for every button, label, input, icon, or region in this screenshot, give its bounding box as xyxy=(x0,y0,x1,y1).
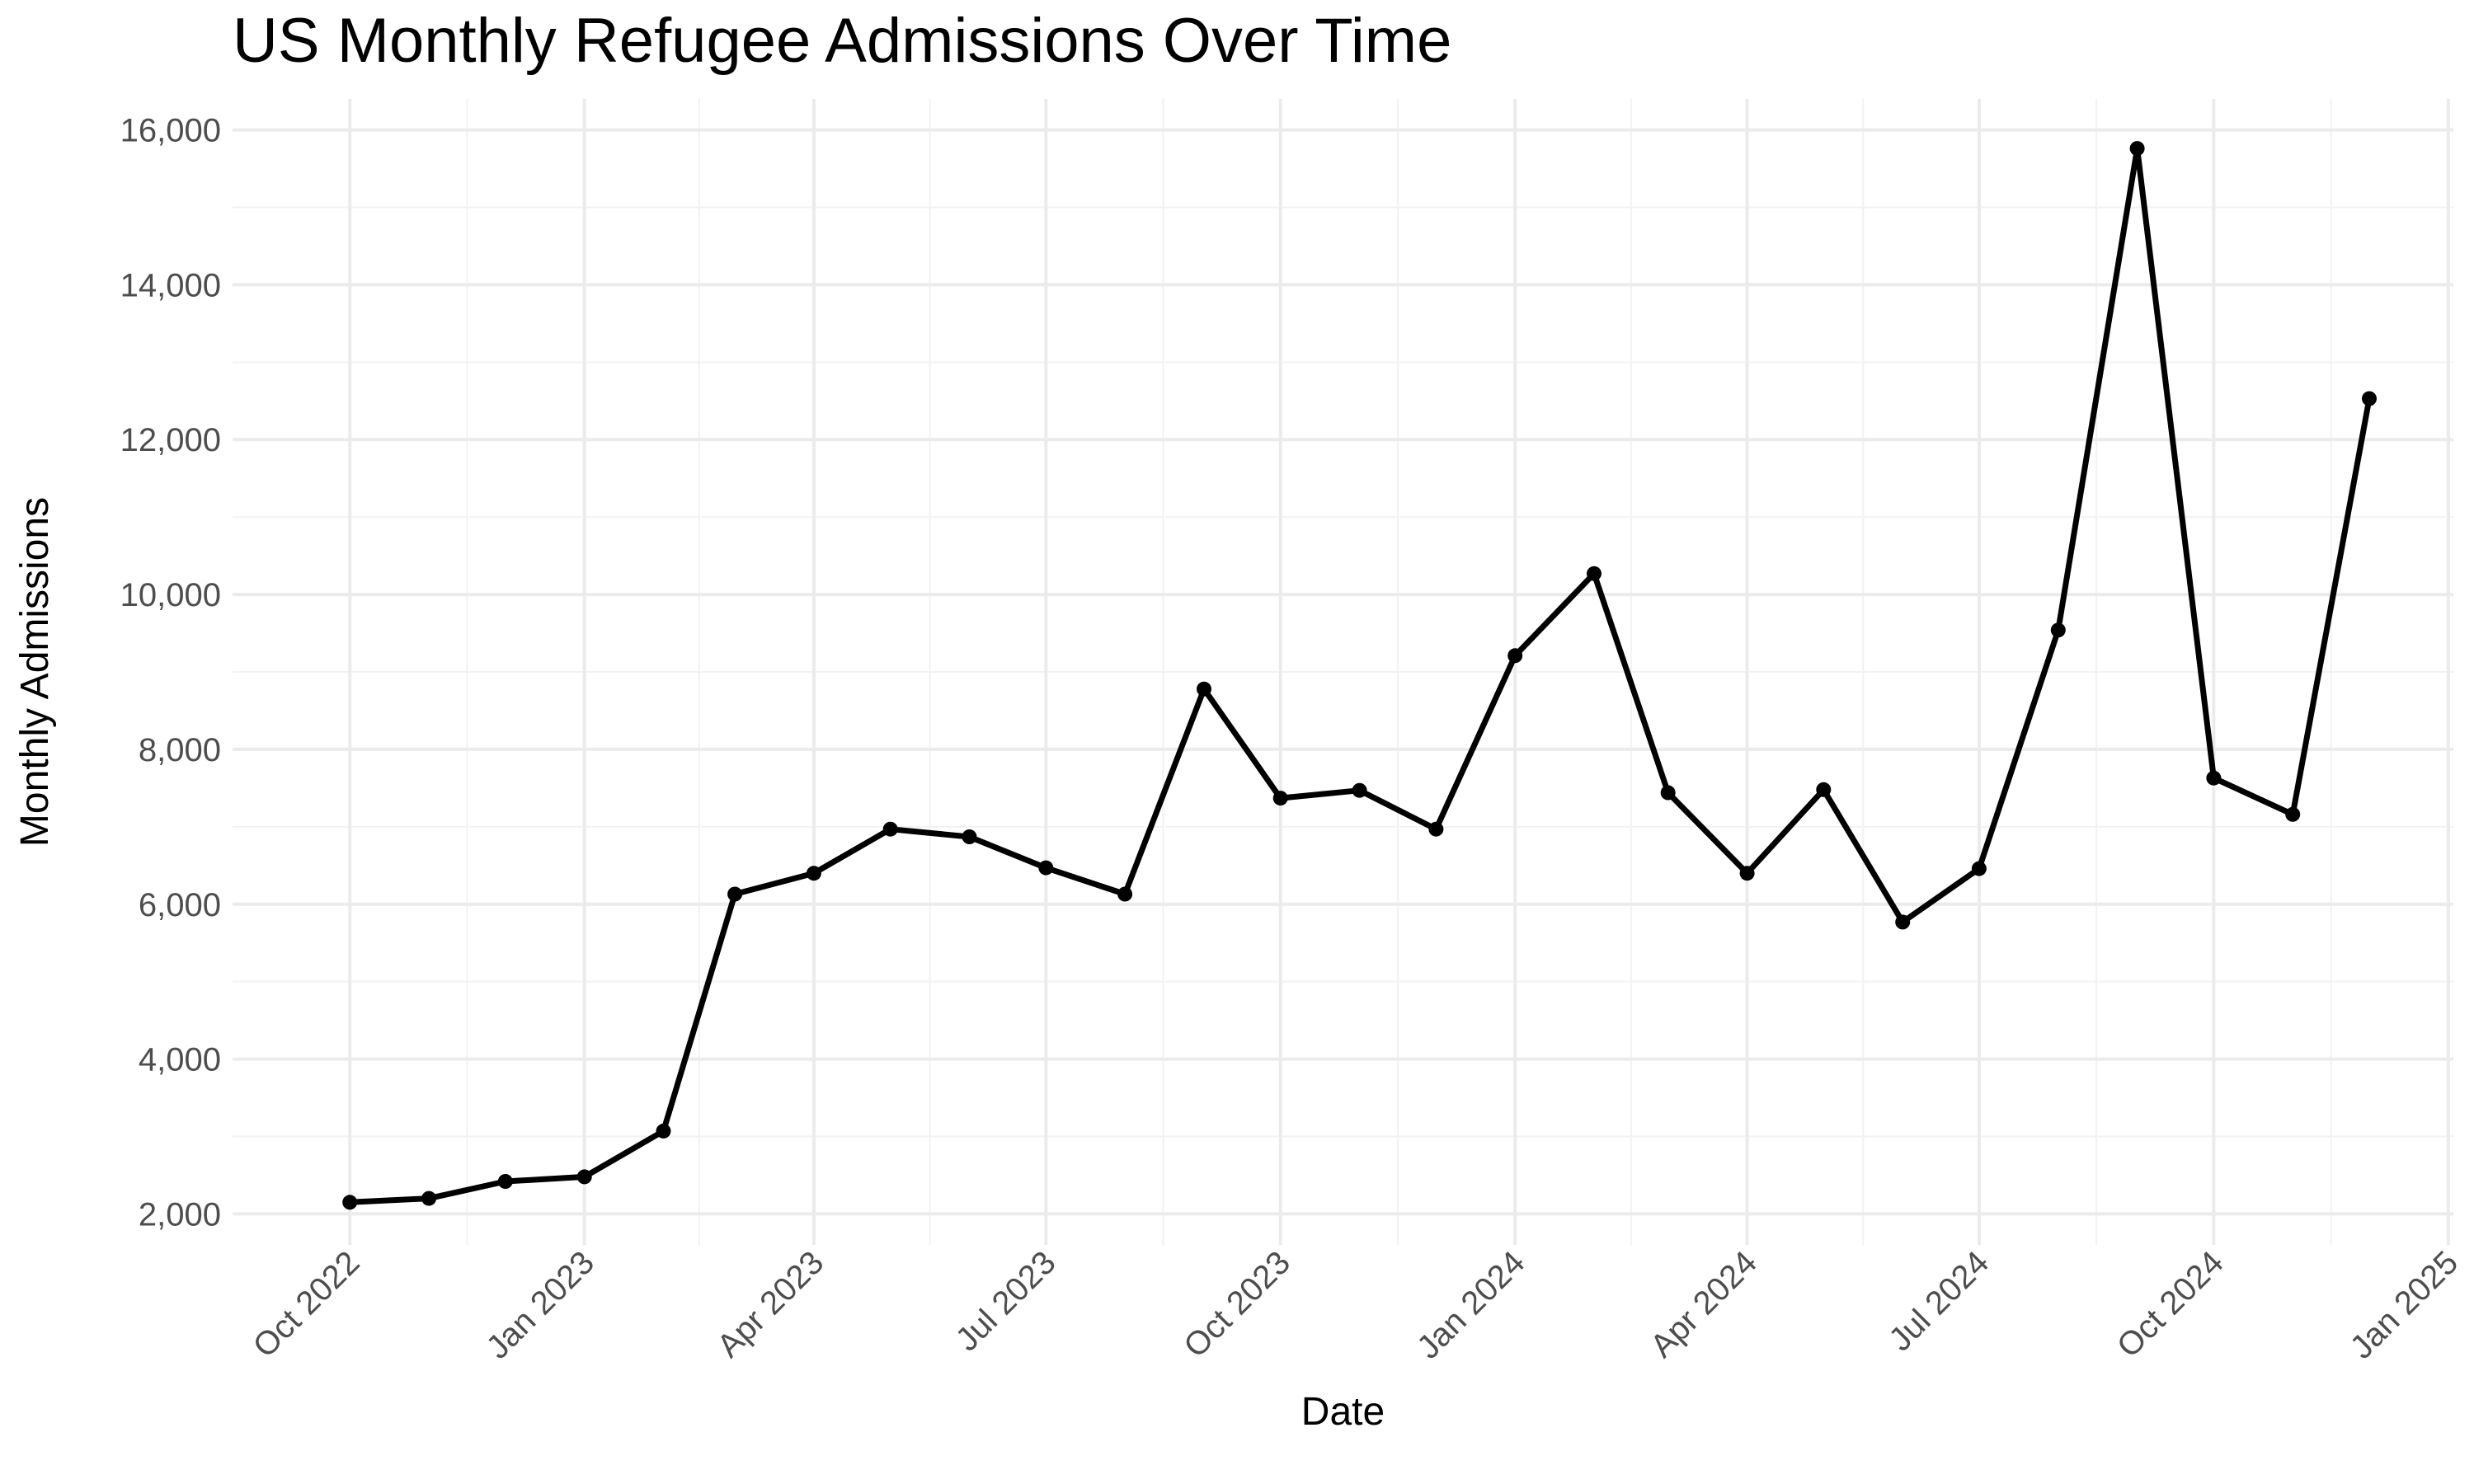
y-tick-label: 10,000 xyxy=(120,577,221,613)
x-axis-title: Date xyxy=(1301,1390,1385,1434)
series-layer xyxy=(342,141,2377,1210)
x-axis-tick-labels: Oct 2022 Jan 2023 Apr 2023 Jul 2023 Oct 2023… xyxy=(247,1244,2465,1365)
data-point xyxy=(2206,770,2222,786)
data-point xyxy=(882,821,898,837)
data-point xyxy=(2362,391,2377,406)
chart-title: US Monthly Refugee Admissions Over Time xyxy=(233,6,1452,76)
data-point xyxy=(1197,681,1211,697)
x-tick-label: Apr 2023 xyxy=(710,1244,830,1364)
data-point xyxy=(2129,141,2145,157)
x-tick-label: Oct 2022 xyxy=(247,1244,367,1364)
data-point xyxy=(1352,782,1367,798)
data-point xyxy=(2050,622,2066,638)
major-gridlines xyxy=(233,99,2453,1245)
data-point xyxy=(1272,791,1288,806)
data-point xyxy=(1507,648,1523,664)
data-point xyxy=(1428,821,1444,837)
data-point xyxy=(1038,860,1054,876)
x-tick-label: Jul 2023 xyxy=(949,1244,1063,1358)
y-axis-title: Monthly Admissions xyxy=(13,497,57,847)
data-point xyxy=(1660,785,1676,801)
x-tick-label: Jan 2023 xyxy=(480,1244,601,1365)
data-point xyxy=(1117,886,1133,902)
data-point xyxy=(806,866,821,881)
data-point xyxy=(1816,782,1832,797)
data-point xyxy=(2285,806,2301,822)
y-tick-label: 2,000 xyxy=(139,1196,221,1233)
x-tick-label: Oct 2023 xyxy=(1177,1244,1297,1364)
minor-gridlines xyxy=(233,99,2453,1245)
data-point xyxy=(576,1169,592,1185)
y-tick-label: 8,000 xyxy=(139,732,221,768)
y-axis-tick-labels: 2,000 4,000 6,000 8,000 10,000 12,000 14,000 16… xyxy=(120,113,221,1233)
data-point xyxy=(1739,866,1755,881)
y-tick-label: 12,000 xyxy=(120,422,221,458)
x-tick-label: Jan 2024 xyxy=(1410,1244,1531,1365)
data-point xyxy=(1971,861,1987,876)
data-point xyxy=(1587,566,1602,581)
data-point xyxy=(342,1195,358,1210)
x-tick-label: Jul 2024 xyxy=(1882,1244,1996,1358)
x-tick-label: Oct 2024 xyxy=(2110,1244,2231,1364)
x-tick-label: Apr 2024 xyxy=(1644,1244,1764,1364)
data-point xyxy=(727,886,743,902)
y-tick-label: 6,000 xyxy=(139,887,221,923)
data-point xyxy=(962,829,977,844)
data-point xyxy=(421,1190,437,1206)
y-tick-label: 14,000 xyxy=(120,267,221,303)
data-point xyxy=(497,1174,513,1189)
y-tick-label: 16,000 xyxy=(120,113,221,149)
y-tick-label: 4,000 xyxy=(139,1042,221,1078)
x-tick-label: Jan 2025 xyxy=(2344,1244,2465,1365)
data-point xyxy=(1895,914,1911,930)
data-point xyxy=(656,1123,671,1139)
series-line xyxy=(346,145,2373,1205)
